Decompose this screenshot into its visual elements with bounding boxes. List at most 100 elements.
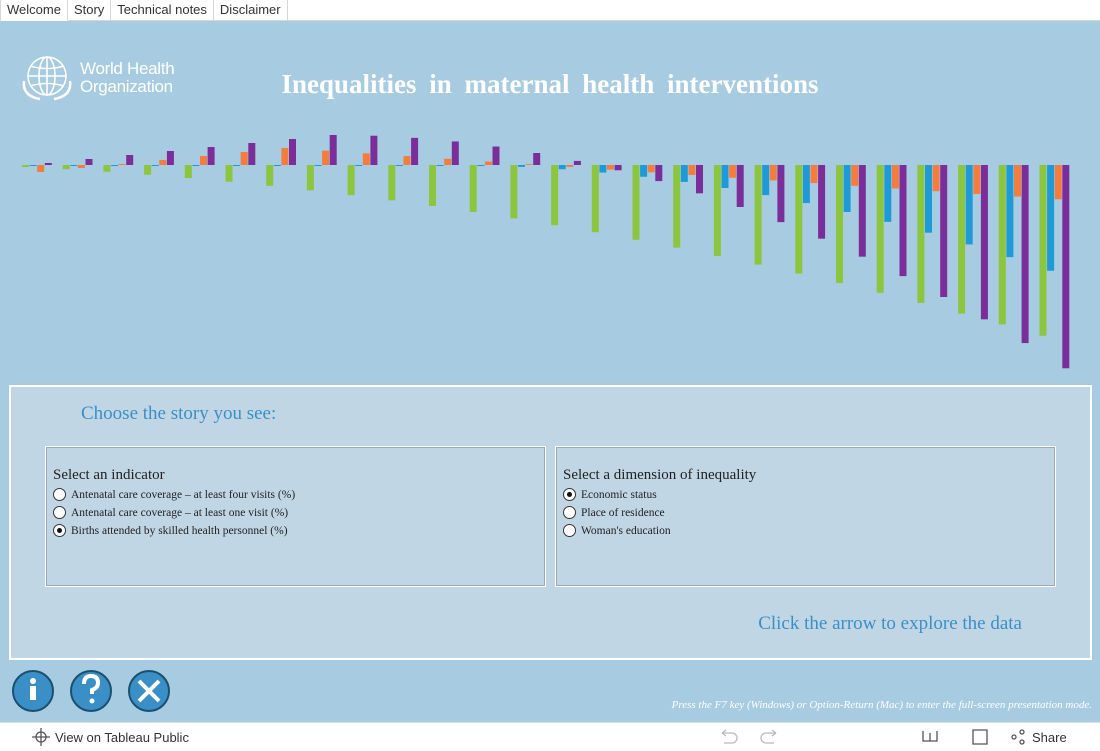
decorative-bar [843, 165, 851, 212]
decorative-bar [118, 164, 126, 165]
prompt: Choose the story you see: [81, 403, 277, 424]
decorative-bar [736, 165, 744, 207]
decorative-bar [225, 165, 233, 182]
decorative-bar [836, 165, 843, 283]
decorative-bar [1047, 165, 1055, 271]
decorative-bar [22, 165, 29, 167]
decorative-bar [591, 165, 599, 233]
decorative-bar [436, 165, 444, 166]
decorative-bar [144, 165, 152, 175]
title: Inequalities in maternal health interven… [281, 69, 819, 99]
decorative-bar [696, 165, 703, 194]
decorative-bar [754, 165, 762, 265]
radio[interactable] [53, 524, 66, 537]
decorative-bar [444, 158, 452, 165]
decorative-bar [273, 165, 281, 166]
decorative-bar [347, 165, 355, 196]
decorative-bar [451, 141, 459, 165]
decorative-bar [1039, 165, 1047, 336]
decorative-bar [851, 165, 859, 186]
decorative-bar [355, 165, 363, 166]
radio-option[interactable]: Antenatal care coverage – at least one v… [53, 505, 545, 520]
decorative-bar [70, 165, 78, 166]
radio-option[interactable]: Woman's education [563, 523, 1055, 538]
view-link[interactable]: View on Tableau Public [55, 730, 189, 745]
tab[interactable]: Story [68, 0, 112, 20]
decorative-bar [566, 165, 574, 167]
decorative-bar [159, 160, 167, 165]
radio-option[interactable]: Antenatal care coverage – at least four … [53, 487, 545, 502]
decorative-bar [395, 165, 403, 166]
decorative-bar [477, 165, 485, 166]
radio[interactable] [53, 506, 66, 519]
decorative-bar [166, 151, 174, 165]
decorative-bar [403, 156, 411, 165]
decorative-bar [314, 165, 322, 166]
radio[interactable] [563, 524, 576, 537]
decorative-bar [777, 165, 785, 223]
decorative-bar [713, 165, 721, 256]
decorative-bar [200, 156, 207, 165]
logo-text: World Health Organization [80, 59, 175, 96]
decorative-bar [632, 165, 640, 240]
decorative-bar [525, 164, 533, 165]
logo-line: World Health [80, 59, 175, 78]
decorative-bar [510, 165, 518, 219]
share-button[interactable]: Share [1032, 730, 1067, 745]
option-label: Economic status [581, 488, 657, 501]
decorative-bar [762, 165, 770, 196]
radio[interactable] [53, 488, 66, 501]
decorative-bar [281, 148, 289, 165]
decorative-bar [876, 165, 884, 293]
decorative-bar [858, 165, 866, 257]
decorative-bar [607, 165, 614, 170]
tools-button[interactable] [128, 670, 170, 712]
decorative-bar [266, 165, 274, 186]
decorative-bar [1006, 165, 1014, 258]
hint: Press the F7 key (Windows) or Option-Ret… [671, 699, 1092, 711]
decorative-bar [1054, 165, 1062, 200]
decorative-bar [240, 152, 248, 165]
decorative-bar [492, 146, 500, 165]
radio-option[interactable]: Births attended by skilled health person… [53, 523, 545, 538]
option-label: Antenatal care coverage – at least one v… [71, 506, 289, 519]
help-button[interactable] [70, 670, 112, 712]
decorative-bar [184, 165, 192, 179]
decorative-bar [884, 165, 892, 222]
decorative-bar [248, 143, 256, 165]
radio[interactable] [563, 488, 576, 501]
decorative-bar [551, 165, 559, 226]
decorative-bar [362, 153, 370, 165]
story-panel: Choose the story you see: Select an indi… [9, 385, 1092, 660]
decorative-bar [932, 165, 940, 192]
decorative-bar [647, 165, 655, 173]
tab[interactable]: Disclaimer [214, 0, 288, 20]
decorative-bar [289, 139, 296, 165]
tab[interactable]: Welcome [0, 0, 68, 22]
decorative-bar [1021, 165, 1029, 344]
decorative-bar [37, 165, 45, 172]
decorative-bars [22, 135, 1070, 369]
radio[interactable] [563, 506, 576, 519]
decorative-bar [111, 165, 118, 166]
radio-option[interactable]: Economic status [563, 487, 1055, 502]
decorative-bar [899, 165, 907, 277]
decorative-bar [558, 165, 566, 170]
decorative-bar [940, 165, 948, 297]
decorative-bar [673, 165, 681, 248]
decorative-bar [329, 135, 337, 165]
decorative-bar [151, 165, 159, 166]
info-button[interactable] [12, 670, 54, 712]
tab[interactable]: Technical notes [111, 0, 214, 20]
decorative-bar [802, 165, 810, 204]
option-label: Woman's education [581, 524, 671, 537]
decorative-bar [680, 165, 688, 182]
option-label: Place of residence [581, 506, 665, 519]
indicator-box: Select an indicator Antenatal care covera… [45, 446, 546, 587]
option-label: Antenatal care coverage – at least four … [71, 488, 296, 501]
decorative-bar [44, 163, 52, 165]
decorative-bar [573, 160, 581, 165]
radio-option[interactable]: Place of residence [563, 505, 1055, 520]
decorative-bar [192, 165, 200, 166]
